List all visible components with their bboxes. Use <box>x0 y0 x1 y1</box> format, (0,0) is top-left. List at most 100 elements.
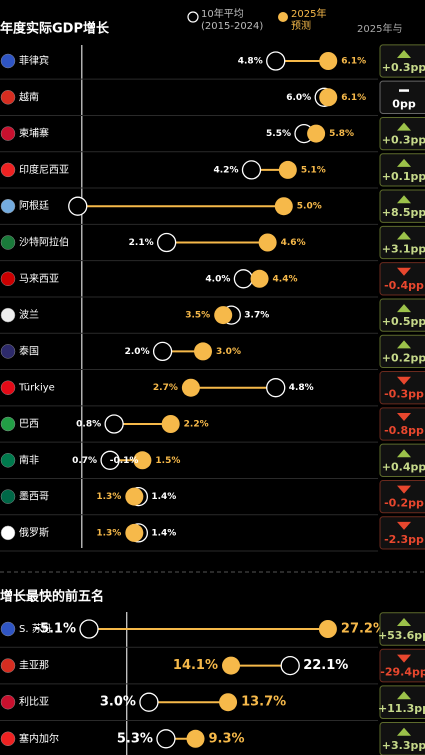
change-box <box>379 648 425 683</box>
change-label: +0.3pp <box>382 134 425 147</box>
change-box <box>379 189 425 223</box>
country-label: 马来西亚 <box>19 273 59 285</box>
avg-label: 0.7% <box>72 456 97 466</box>
forecast-dot <box>222 656 241 675</box>
avg-label: 1.4% <box>151 528 176 538</box>
country-label: 俄罗斯 <box>19 526 49 539</box>
forecast-label: 27.2% <box>341 622 386 637</box>
forecast-label: 14.1% <box>173 658 218 673</box>
forecast-dot <box>319 88 338 107</box>
forecast-label: 1.5% <box>155 456 180 466</box>
country-label: 菲律宾 <box>19 54 49 67</box>
country-label: 利比亚 <box>19 696 49 708</box>
change-box <box>379 612 425 646</box>
change-arrow <box>397 654 411 663</box>
flag <box>0 731 16 747</box>
country-label: 塞内加尔 <box>19 732 59 745</box>
avg-label: 2.0% <box>125 347 150 357</box>
change-arrow <box>397 413 411 421</box>
forecast-label: 3.0% <box>216 347 241 357</box>
flag <box>0 489 16 504</box>
forecast-dot <box>125 523 144 542</box>
change-box <box>379 722 425 755</box>
change-box <box>379 407 425 441</box>
avg-label: 5.3% <box>117 731 153 746</box>
change-label: +0.3pp <box>382 61 425 74</box>
country-label: Türkiye <box>18 383 55 394</box>
country-label: 南非 <box>19 453 39 466</box>
forecast-label: 5.0% <box>297 202 322 212</box>
flag <box>0 307 16 323</box>
change-box <box>379 225 425 260</box>
forecast-label: 6.1% <box>341 57 366 67</box>
forecast-label: 6.1% <box>341 93 366 103</box>
change-arrow <box>397 618 411 626</box>
change-label: +0.4pp <box>382 460 425 473</box>
change-arrow <box>397 691 411 700</box>
avg-label: 22.1% <box>303 658 348 673</box>
change-box <box>379 80 425 114</box>
avg-dot <box>241 160 262 180</box>
change-arrow <box>397 727 411 736</box>
forecast-dot <box>214 306 233 325</box>
flag <box>0 621 16 637</box>
avg-dot <box>79 619 99 639</box>
change-arrow <box>397 449 411 458</box>
forecast-label: 2.2% <box>184 420 209 430</box>
change-label: -0.2pp <box>384 497 424 510</box>
flag <box>0 162 16 178</box>
avg-label: 3.7% <box>244 311 269 321</box>
avg-dot <box>152 341 173 362</box>
flag <box>0 90 16 105</box>
avg-label: 0.8% <box>76 420 101 430</box>
forecast-dot <box>278 160 297 179</box>
change-arrow <box>397 158 411 167</box>
change-label: +0.1pp <box>382 170 425 183</box>
change-arrow <box>397 267 411 276</box>
change-label: +11.3pp <box>378 702 425 715</box>
avg-label: 4.2% <box>214 165 239 175</box>
change-box <box>379 443 425 477</box>
change-arrow <box>397 485 411 494</box>
forecast-dot <box>181 378 200 397</box>
avg-dot <box>266 51 286 71</box>
change-box <box>379 298 425 332</box>
forecast-dot <box>258 233 277 252</box>
change-box <box>379 334 425 369</box>
change-box <box>379 479 425 514</box>
forecast-label: 4.6% <box>281 238 306 248</box>
change-arrow <box>397 340 411 349</box>
avg-dot <box>100 450 120 470</box>
change-box <box>379 371 425 405</box>
chart-title: 年度实际GDP增长 <box>0 21 110 37</box>
change-label: -0.3pp <box>384 388 424 401</box>
change-arrow <box>399 89 409 92</box>
column-title: 2025年与 <box>357 22 402 35</box>
country-label: 沙特阿拉伯 <box>19 236 69 249</box>
avg-label: 3.0% <box>100 695 136 710</box>
change-label: -29.4pp <box>380 666 425 679</box>
change-label: +8.5pp <box>382 206 425 219</box>
legend-swatch <box>278 12 288 22</box>
chart-title: 增长最快的前五名 <box>0 589 104 605</box>
forecast-dot <box>319 52 338 70</box>
legend-swatch <box>187 11 199 23</box>
annotation: -0.1% <box>110 456 139 466</box>
change-label: +3.1pp <box>382 243 425 256</box>
forecast-label: 5.1% <box>301 165 326 175</box>
change-arrow <box>397 195 411 204</box>
avg-dot <box>156 729 176 749</box>
avg-label: 4.8% <box>238 57 263 67</box>
flag <box>0 126 16 141</box>
country-label: S. 苏丹 <box>19 622 52 635</box>
forecast-dot <box>161 415 180 433</box>
avg-dot <box>104 414 124 434</box>
change-arrow <box>397 304 411 313</box>
flag <box>0 416 16 432</box>
avg-dot <box>156 232 177 253</box>
flag <box>0 694 16 710</box>
change-arrow <box>397 122 411 131</box>
forecast-label: 4.4% <box>273 274 298 284</box>
forecast-label: 1.3% <box>96 528 121 538</box>
